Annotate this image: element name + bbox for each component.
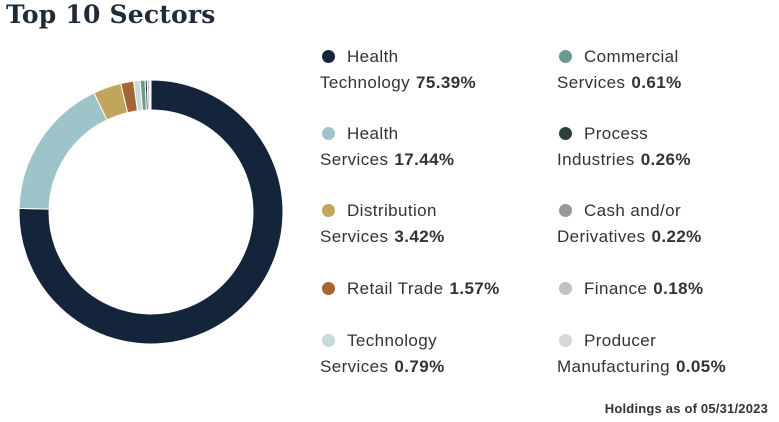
legend-label: Process [584,124,649,143]
holdings-date: Holdings as of 05/31/2023 [604,401,768,416]
legend-label: Derivatives [557,227,646,246]
legend-value: 0.79% [394,357,445,376]
legend-swatch [322,50,335,63]
legend-label: Services [320,357,389,376]
legend-item-health-services: Health Services 17.44% [320,121,454,173]
legend-swatch [559,127,572,140]
legend-item-producer-manufacturing: Producer Manufacturing 0.05% [557,328,726,380]
legend-value: 0.61% [631,73,682,92]
legend-value: 0.22% [651,227,702,246]
legend-swatch [559,282,572,295]
legend-swatch [322,204,335,217]
legend-value: 0.26% [640,150,691,169]
legend-value: 75.39% [416,73,477,92]
donut-chart [18,79,284,345]
chart-title: Top 10 Sectors [6,0,216,29]
legend-item-health-technology: Health Technology 75.39% [320,44,476,96]
legend-value: 0.05% [675,357,727,376]
legend-value: 3.42% [394,227,445,246]
legend-label: Finance [584,279,648,298]
legend-label: Retail Trade [347,279,444,298]
legend-label: Technology [320,73,411,92]
donut-slice-health-technology [18,79,284,345]
legend-swatch [322,334,335,347]
legend-label: Commercial [584,47,679,66]
legend-value: 0.18% [653,279,704,298]
legend-label: Industries [557,150,635,169]
legend-swatch [559,50,572,63]
legend-label: Technology [347,331,438,350]
legend-item-finance: Finance 0.18% [557,276,703,302]
legend-label: Services [557,73,626,92]
legend-swatch [559,334,572,347]
legend-value: 1.57% [449,279,500,298]
legend-label: Manufacturing [557,357,670,376]
legend-value: 17.44% [394,150,455,169]
legend-item-cash-and-or-derivatives: Cash and/or Derivatives 0.22% [557,198,702,250]
legend-label: Producer [584,331,657,350]
legend-item-retail-trade: Retail Trade 1.57% [320,276,500,302]
legend-label: Cash and/or [584,201,682,220]
legend-item-process-industries: Process Industries 0.26% [557,121,691,173]
legend-label: Services [320,150,389,169]
legend-label: Services [320,227,389,246]
legend-swatch [559,204,572,217]
legend-swatch [322,127,335,140]
legend-swatch [322,282,335,295]
legend-label: Distribution [347,201,437,220]
legend-label: Health [347,124,399,143]
donut-slice-health-services [18,92,108,210]
legend-item-commercial-services: Commercial Services 0.61% [557,44,682,96]
legend-label: Health [347,47,399,66]
legend-item-distribution-services: Distribution Services 3.42% [320,198,445,250]
legend-item-technology-services: Technology Services 0.79% [320,328,445,380]
